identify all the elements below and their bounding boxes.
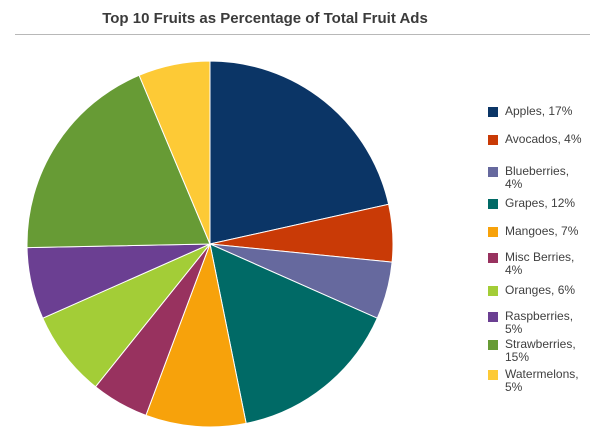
pie-slice-strawberries [26, 74, 211, 249]
title-divider [15, 34, 590, 35]
pie-chart [26, 60, 394, 428]
legend-swatch [488, 167, 498, 177]
legend-swatch [488, 253, 498, 263]
pie-slice-apples [209, 60, 390, 245]
legend-label: Grapes, 12% [505, 196, 576, 210]
legend-label: Misc Berries, 4% [505, 250, 575, 277]
legend-swatch [488, 340, 498, 350]
legend-label: Apples, 17% [505, 104, 573, 118]
legend-label: Strawberries, 15% [505, 337, 576, 364]
legend-swatch [488, 312, 498, 322]
pie-slice-grapes [209, 243, 378, 424]
legend-item-raspberries: Raspberries, 5% [488, 310, 598, 336]
legend-item-mangoes: Mangoes, 7% [488, 225, 598, 238]
pie-slice-mangoes [145, 242, 247, 428]
legend-label: Mangoes, 7% [505, 224, 579, 238]
legend-swatch [488, 370, 498, 380]
legend-item-strawberries: Strawberries, 15% [488, 338, 598, 364]
legend-item-avocados: Avocados, 4% [488, 133, 598, 146]
legend-label: Oranges, 6% [505, 283, 576, 297]
pie-slice-watermelons [138, 60, 211, 245]
legend-swatch [488, 135, 498, 145]
legend-swatch [488, 227, 498, 237]
legend-item-misc-berries: Misc Berries, 4% [488, 251, 598, 277]
chart-title: Top 10 Fruits as Percentage of Total Fru… [102, 10, 428, 27]
legend-item-watermelons: Watermelons, 5% [488, 368, 598, 394]
legend-swatch [488, 286, 498, 296]
legend-label: Blueberries, 4% [505, 164, 570, 191]
legend-item-oranges: Oranges, 6% [488, 284, 598, 297]
legend-swatch [488, 199, 498, 209]
legend-item-blueberries: Blueberries, 4% [488, 165, 598, 191]
legend-label: Watermelons, 5% [505, 367, 579, 394]
legend-label: Avocados, 4% [505, 132, 582, 146]
legend-item-apples: Apples, 17% [488, 105, 598, 118]
legend-item-grapes: Grapes, 12% [488, 197, 598, 210]
legend-swatch [488, 107, 498, 117]
legend-label: Raspberries, 5% [505, 309, 574, 336]
